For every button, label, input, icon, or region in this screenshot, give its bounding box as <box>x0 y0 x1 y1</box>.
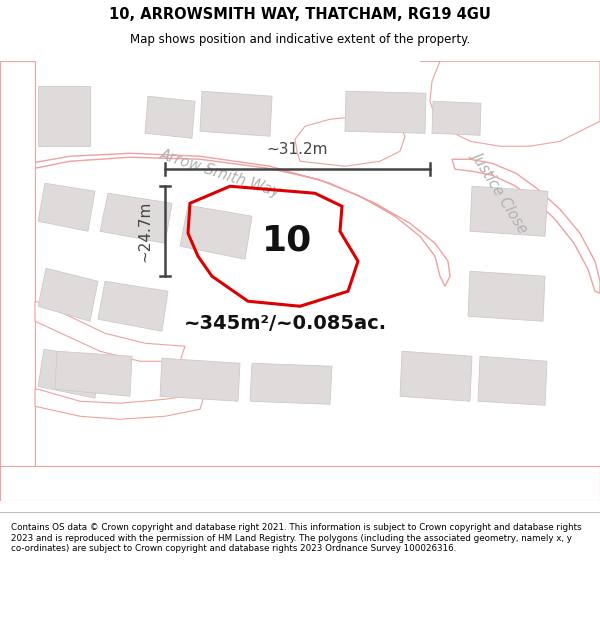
Polygon shape <box>295 116 405 166</box>
Text: ~24.7m: ~24.7m <box>137 201 152 262</box>
Polygon shape <box>470 186 548 236</box>
Text: Justice Close: Justice Close <box>469 148 531 234</box>
Text: 10, ARROWSMITH WAY, THATCHAM, RG19 4GU: 10, ARROWSMITH WAY, THATCHAM, RG19 4GU <box>109 8 491 22</box>
Text: 10: 10 <box>262 224 313 258</box>
Polygon shape <box>452 159 600 293</box>
Polygon shape <box>38 349 100 398</box>
Polygon shape <box>400 351 472 401</box>
Polygon shape <box>250 363 332 404</box>
Polygon shape <box>0 61 35 501</box>
Text: Arrow Smith Way: Arrow Smith Way <box>158 147 283 200</box>
Polygon shape <box>0 153 450 286</box>
Polygon shape <box>478 356 547 405</box>
Polygon shape <box>345 91 426 133</box>
Polygon shape <box>160 358 240 401</box>
Polygon shape <box>468 271 545 321</box>
Polygon shape <box>145 96 195 138</box>
Polygon shape <box>0 466 600 501</box>
Polygon shape <box>38 86 90 146</box>
Polygon shape <box>432 101 481 135</box>
Text: ~31.2m: ~31.2m <box>267 142 328 157</box>
Polygon shape <box>200 91 272 136</box>
Polygon shape <box>35 301 185 361</box>
Polygon shape <box>100 193 172 243</box>
Text: Contains OS data © Crown copyright and database right 2021. This information is : Contains OS data © Crown copyright and d… <box>11 523 581 553</box>
Polygon shape <box>420 61 600 146</box>
Polygon shape <box>38 268 98 321</box>
Polygon shape <box>180 205 252 259</box>
Polygon shape <box>55 351 132 396</box>
Polygon shape <box>98 281 168 331</box>
Text: Map shows position and indicative extent of the property.: Map shows position and indicative extent… <box>130 32 470 46</box>
Text: ~345m²/~0.085ac.: ~345m²/~0.085ac. <box>184 314 386 332</box>
Polygon shape <box>35 389 205 419</box>
Polygon shape <box>38 183 95 231</box>
